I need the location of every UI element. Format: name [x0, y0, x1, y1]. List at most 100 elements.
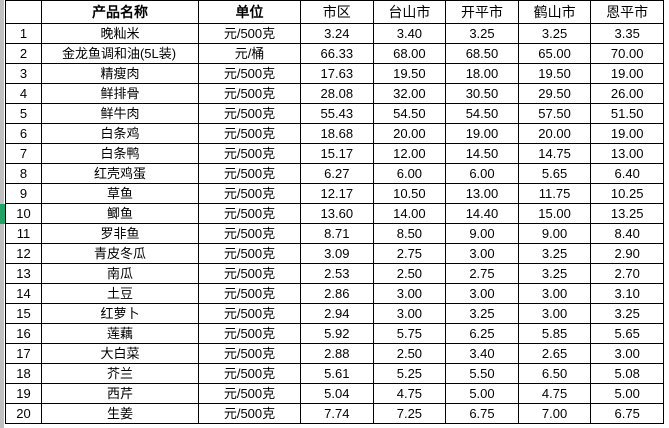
table-row[interactable]: 17 大白菜 元/500克 2.88 2.50 3.40 2.65 3.00 [5, 343, 664, 364]
price-cell[interactable]: 6.40 [590, 163, 664, 184]
price-cell[interactable]: 9.00 [445, 223, 519, 244]
price-cell[interactable]: 5.50 [445, 363, 519, 384]
price-cell[interactable]: 3.00 [445, 243, 519, 264]
price-cell[interactable]: 13.60 [300, 203, 374, 224]
price-cell[interactable]: 9.00 [517, 223, 592, 244]
unit-cell[interactable]: 元/500克 [198, 343, 301, 364]
product-name-cell[interactable]: 西芹 [41, 383, 199, 404]
table-row[interactable]: 4 鲜排骨 元/500克 28.08 32.00 30.50 29.50 26.00 [5, 83, 664, 104]
table-row[interactable]: 14 土豆 元/500克 2.86 3.00 3.00 3.00 3.10 [5, 283, 664, 304]
price-cell[interactable]: 3.00 [372, 283, 447, 304]
price-cell[interactable]: 13.00 [445, 183, 519, 204]
price-cell[interactable]: 3.00 [517, 283, 592, 304]
price-cell[interactable]: 5.92 [300, 323, 374, 344]
row-number-cell[interactable]: 18 [5, 363, 42, 384]
price-cell[interactable]: 8.71 [300, 223, 374, 244]
price-cell[interactable]: 17.63 [300, 63, 374, 84]
unit-cell[interactable]: 元/500克 [198, 323, 301, 344]
unit-cell[interactable]: 元/500克 [198, 363, 301, 384]
price-cell[interactable]: 2.50 [372, 343, 447, 364]
price-cell[interactable]: 19.00 [445, 123, 519, 144]
price-cell[interactable]: 7.74 [300, 403, 374, 424]
price-cell[interactable]: 2.70 [590, 263, 664, 284]
price-cell[interactable]: 32.00 [372, 83, 447, 104]
price-cell[interactable]: 15.17 [300, 143, 374, 164]
price-cell[interactable]: 2.65 [517, 343, 592, 364]
price-cell[interactable]: 3.00 [517, 303, 592, 324]
price-cell[interactable]: 14.00 [372, 203, 447, 224]
price-cell[interactable]: 10.50 [372, 183, 447, 204]
product-name-cell[interactable]: 白条鸡 [41, 123, 199, 144]
price-cell[interactable]: 5.61 [300, 363, 374, 384]
price-cell[interactable]: 3.25 [517, 243, 592, 264]
price-cell[interactable]: 3.25 [590, 303, 664, 324]
price-cell[interactable]: 66.33 [300, 43, 374, 64]
price-cell[interactable]: 3.24 [300, 23, 374, 44]
price-cell[interactable]: 20.00 [517, 123, 592, 144]
price-cell[interactable]: 26.00 [590, 83, 664, 104]
price-cell[interactable]: 2.53 [300, 263, 374, 284]
row-number-cell[interactable]: 4 [5, 83, 42, 104]
price-cell[interactable]: 68.00 [372, 43, 447, 64]
unit-cell[interactable]: 元/500克 [198, 403, 301, 424]
table-row[interactable]: 19 西芹 元/500克 5.04 4.75 5.00 4.75 5.00 [5, 383, 664, 404]
product-name-cell[interactable]: 南瓜 [41, 263, 199, 284]
row-number-cell[interactable]: 10 [5, 203, 42, 224]
price-cell[interactable]: 7.25 [372, 403, 447, 424]
price-cell[interactable]: 3.35 [590, 23, 664, 44]
price-cell[interactable]: 70.00 [590, 43, 664, 64]
row-number-cell[interactable]: 11 [5, 223, 42, 244]
product-name-cell[interactable]: 草鱼 [41, 183, 199, 204]
price-cell[interactable]: 2.50 [372, 263, 447, 284]
price-cell[interactable]: 68.50 [445, 43, 519, 64]
price-cell[interactable]: 2.75 [445, 263, 519, 284]
price-cell[interactable]: 28.08 [300, 83, 374, 104]
product-name-cell[interactable]: 芥兰 [41, 363, 199, 384]
product-name-cell[interactable]: 莲藕 [41, 323, 199, 344]
unit-cell[interactable]: 元/500克 [198, 263, 301, 284]
table-row[interactable]: 20 生姜 元/500克 7.74 7.25 6.75 7.00 6.75 [5, 403, 664, 424]
price-cell[interactable]: 4.75 [372, 383, 447, 404]
table-row[interactable]: 3 精瘦肉 元/500克 17.63 19.50 18.00 19.50 19.00 [5, 63, 664, 84]
price-cell[interactable]: 14.75 [517, 143, 592, 164]
price-cell[interactable]: 14.40 [445, 203, 519, 224]
product-name-cell[interactable]: 罗非鱼 [41, 223, 199, 244]
price-cell[interactable]: 12.00 [372, 143, 447, 164]
price-cell[interactable]: 2.88 [300, 343, 374, 364]
price-cell[interactable]: 3.00 [590, 343, 664, 364]
unit-cell[interactable]: 元/500克 [198, 283, 301, 304]
row-number-cell[interactable]: 9 [5, 183, 42, 204]
price-cell[interactable]: 29.50 [517, 83, 592, 104]
price-cell[interactable]: 5.08 [590, 363, 664, 384]
price-cell[interactable]: 6.75 [445, 403, 519, 424]
table-row[interactable]: 13 南瓜 元/500克 2.53 2.50 2.75 3.25 2.70 [5, 263, 664, 284]
table-row[interactable]: 1 晚籼米 元/500克 3.24 3.40 3.25 3.25 3.35 [5, 23, 664, 44]
table-row[interactable]: 5 鲜牛肉 元/500克 55.43 54.50 54.50 57.50 51.50 [5, 103, 664, 124]
product-name-cell[interactable]: 精瘦肉 [41, 63, 199, 84]
price-cell[interactable]: 19.50 [372, 63, 447, 84]
price-cell[interactable]: 3.25 [517, 23, 592, 44]
price-cell[interactable]: 19.00 [590, 63, 664, 84]
product-name-cell[interactable]: 红壳鸡蛋 [41, 163, 199, 184]
price-cell[interactable]: 2.86 [300, 283, 374, 304]
product-name-cell[interactable]: 红萝卜 [41, 303, 199, 324]
price-cell[interactable]: 4.75 [517, 383, 592, 404]
price-cell[interactable]: 65.00 [517, 43, 592, 64]
price-cell[interactable]: 5.65 [517, 163, 592, 184]
table-row[interactable]: 6 白条鸡 元/500克 18.68 20.00 19.00 20.00 19.00 [5, 123, 664, 144]
price-cell[interactable]: 6.75 [590, 403, 664, 424]
unit-cell[interactable]: 元/500克 [198, 183, 301, 204]
unit-cell[interactable]: 元/500克 [198, 103, 301, 124]
price-cell[interactable]: 5.04 [300, 383, 374, 404]
unit-cell[interactable]: 元/桶 [198, 43, 301, 64]
row-number-cell[interactable]: 5 [5, 103, 42, 124]
price-cell[interactable]: 6.00 [445, 163, 519, 184]
price-cell[interactable]: 19.50 [517, 63, 592, 84]
unit-cell[interactable]: 元/500克 [198, 23, 301, 44]
product-name-cell[interactable]: 土豆 [41, 283, 199, 304]
unit-cell[interactable]: 元/500克 [198, 243, 301, 264]
price-cell[interactable]: 3.25 [445, 303, 519, 324]
price-cell[interactable]: 6.50 [517, 363, 592, 384]
price-cell[interactable]: 13.25 [590, 203, 664, 224]
table-row[interactable]: 7 白条鸭 元/500克 15.17 12.00 14.50 14.75 13.00 [5, 143, 664, 164]
